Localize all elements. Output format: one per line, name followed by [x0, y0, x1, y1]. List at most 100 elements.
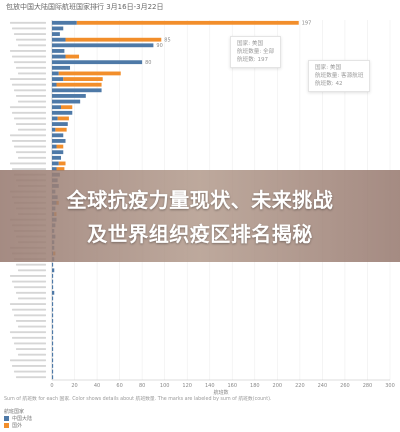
row-label	[14, 61, 46, 64]
row-label	[14, 342, 46, 345]
bar-mainland	[52, 347, 54, 351]
bar-foreign	[63, 77, 103, 81]
bar-mainland	[52, 150, 64, 155]
x-tick-label: 20	[71, 383, 77, 389]
x-tick-label: 240	[318, 383, 328, 389]
row-label	[10, 21, 46, 24]
legend-item-mainland: 中国大陆	[4, 415, 32, 422]
tooltip-line: 航班数: 42	[315, 81, 343, 87]
row-label	[10, 359, 46, 362]
data-label: 90	[156, 43, 162, 49]
bar-mainland	[52, 26, 64, 31]
bar-mainland	[52, 94, 86, 98]
x-tick-label: 300	[385, 383, 395, 389]
tooltip-line: 国家: 美国	[315, 65, 342, 71]
x-tick-label: 140	[205, 383, 215, 389]
row-label	[14, 33, 46, 36]
tooltip-line: 国家: 美国	[237, 41, 264, 47]
bar-mainland	[52, 364, 54, 368]
bar-mainland	[52, 369, 54, 374]
row-label	[16, 38, 46, 41]
x-tick-label: 200	[273, 383, 283, 389]
bar-mainland	[52, 65, 71, 70]
tooltip-line: 航班数: 197	[237, 57, 269, 63]
x-axis-title: 航班数	[213, 389, 228, 396]
bar-mainland	[52, 167, 57, 171]
data-label: 85	[164, 37, 170, 43]
row-label	[10, 134, 46, 137]
bar-mainland	[52, 335, 54, 340]
row-label	[12, 308, 46, 311]
x-tick-label: 260	[340, 383, 350, 389]
bar-mainland	[52, 319, 54, 323]
data-label: 80	[145, 60, 151, 66]
row-label	[14, 89, 46, 92]
row-label	[18, 353, 46, 356]
row-label	[16, 348, 46, 351]
bar-mainland	[52, 274, 54, 278]
x-tick-label: 0	[50, 383, 53, 389]
bar-foreign	[65, 54, 80, 59]
bar-mainland	[52, 77, 64, 81]
row-label	[10, 303, 46, 306]
x-tick-label: 180	[250, 383, 260, 389]
row-label	[18, 297, 46, 300]
row-label	[12, 83, 46, 86]
row-label	[14, 145, 46, 148]
bar-mainland	[52, 116, 58, 121]
bar-mainland	[52, 49, 65, 53]
row-label	[12, 336, 46, 339]
x-tick-label: 100	[160, 383, 170, 389]
bar-mainland	[52, 285, 54, 290]
legend-swatch-blue	[4, 416, 9, 421]
bar-mainland	[52, 88, 102, 93]
data-label: 197	[302, 21, 312, 27]
row-label	[10, 274, 46, 277]
bar-mainland	[52, 155, 62, 160]
legend-title: 航班国家	[4, 409, 25, 415]
bar-mainland	[52, 302, 54, 306]
tooltip-line: 航班数量: 全部	[237, 49, 275, 55]
row-label	[12, 139, 46, 142]
bar-mainland	[52, 375, 54, 380]
row-label	[10, 78, 46, 81]
bar-mainland	[52, 307, 54, 312]
bar-mainland	[52, 262, 54, 267]
bar-mainland	[52, 37, 66, 42]
bar-mainland	[52, 20, 77, 25]
banner-title-line-1: 全球抗疫力量现状、未来挑战	[66, 188, 334, 212]
bar-foreign	[61, 105, 73, 110]
bar-mainland	[52, 279, 54, 284]
row-label	[10, 106, 46, 109]
row-label	[16, 123, 46, 126]
row-label	[18, 156, 46, 159]
row-label	[18, 325, 46, 328]
bar-mainland	[52, 296, 54, 301]
bar-mainland	[52, 110, 73, 115]
row-label	[10, 162, 46, 165]
chart-caption: Sum of 航班数 for each 国家. Color shows deta…	[4, 397, 272, 402]
x-tick-label: 160	[227, 383, 237, 389]
bar-mainland	[52, 290, 55, 295]
bar-mainland	[52, 82, 57, 87]
row-label	[18, 44, 46, 47]
bar-mainland	[52, 144, 57, 149]
bar-foreign	[58, 161, 66, 166]
x-tick-label: 40	[94, 383, 100, 389]
row-label	[10, 331, 46, 334]
row-label	[18, 269, 46, 272]
x-tick-label: 120	[182, 383, 192, 389]
bar-mainland	[52, 99, 81, 104]
x-tick-label: 80	[139, 383, 145, 389]
row-label	[16, 66, 46, 69]
row-label	[16, 319, 46, 322]
row-label	[16, 151, 46, 154]
bar-foreign	[56, 144, 64, 149]
row-label	[18, 100, 46, 103]
row-label	[14, 286, 46, 289]
row-label	[16, 291, 46, 294]
legend-label: 中国大陆	[12, 416, 33, 422]
row-label	[14, 117, 46, 120]
legend-swatch-orange	[4, 423, 9, 428]
x-tick-label: 60	[116, 383, 122, 389]
